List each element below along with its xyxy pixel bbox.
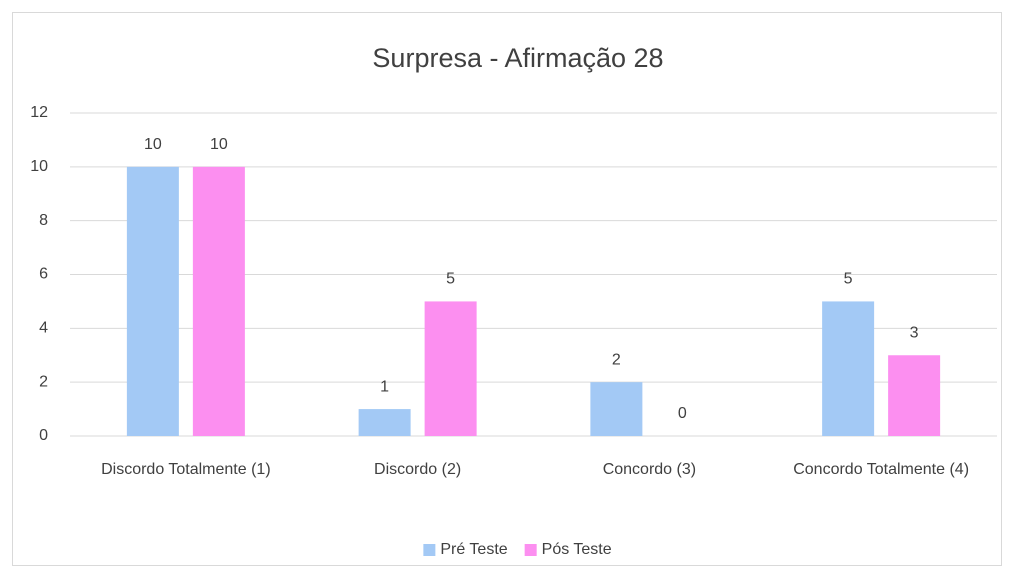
data-label: 1 [380,378,389,395]
bar [888,355,941,436]
data-label: 10 [144,136,162,153]
bar [192,166,245,437]
y-tick-label: 0 [39,427,48,444]
data-label: 5 [446,271,455,288]
legend-label: Pós Teste [542,541,612,558]
bar [126,166,179,437]
bar [590,382,643,436]
bar [424,301,477,436]
legend-swatch [524,544,537,556]
chart-title: Surpresa - Afirmação 28 [372,43,663,73]
data-label: 5 [844,271,853,288]
x-tick-label: Concordo (3) [603,461,696,478]
x-tick-label: Discordo (2) [374,461,461,478]
data-label: 2 [612,351,621,368]
y-tick-label: 4 [39,320,48,337]
y-tick-label: 8 [39,212,48,229]
y-tick-label: 10 [30,158,48,175]
x-tick-label: Discordo Totalmente (1) [101,461,271,478]
y-tick-label: 2 [39,373,48,390]
bar [358,409,411,436]
legend-swatch [423,544,436,556]
x-tick-label: Concordo Totalmente (4) [793,461,969,478]
legend-label: Pré Teste [440,541,507,558]
data-label: 0 [678,405,687,422]
data-label: 3 [910,324,919,341]
y-tick-label: 12 [30,104,48,121]
data-label: 10 [210,136,228,153]
y-tick-label: 6 [39,266,48,283]
bar [822,301,875,436]
